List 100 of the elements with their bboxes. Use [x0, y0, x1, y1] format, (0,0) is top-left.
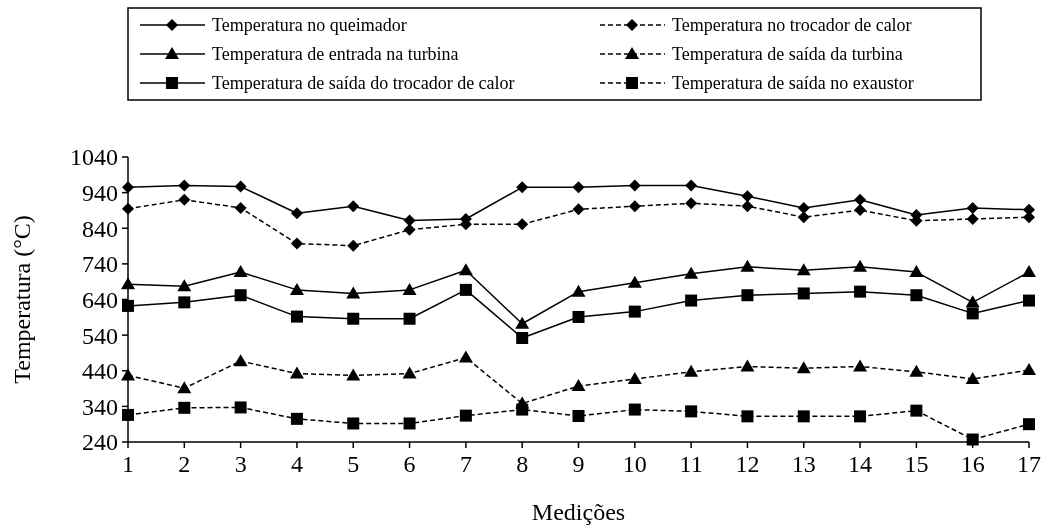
- point: [966, 212, 979, 225]
- point: [122, 202, 134, 215]
- y-tick-label: 740: [82, 251, 118, 278]
- x-tick-label: 16: [960, 451, 985, 477]
- point: [177, 279, 192, 292]
- legend-label: Temperatura de saída do trocador de calor: [212, 73, 515, 94]
- point: [572, 203, 585, 216]
- point: [628, 179, 641, 192]
- legend-label: Temperatura de saída no exaustor: [672, 73, 914, 94]
- point: [572, 181, 585, 194]
- point: [966, 201, 979, 214]
- point: [628, 403, 641, 416]
- point: [234, 401, 247, 414]
- point: [854, 204, 867, 217]
- point: [233, 354, 248, 367]
- point: [909, 364, 924, 377]
- legend-label: Temperatura de entrada na turbina: [212, 44, 459, 65]
- point: [797, 410, 810, 423]
- x-tick-label: 8: [516, 451, 529, 477]
- point: [965, 371, 980, 384]
- point: [516, 218, 529, 231]
- point: [178, 296, 191, 309]
- y-axis-title: Temperatura (°C): [9, 215, 35, 384]
- point: [684, 266, 699, 279]
- x-axis-title: Medições: [531, 499, 626, 525]
- point: [289, 366, 304, 379]
- x-tick-label: 14: [848, 451, 873, 477]
- point: [121, 368, 135, 381]
- point: [628, 200, 641, 213]
- point: [346, 286, 361, 299]
- point: [234, 201, 247, 214]
- point: [628, 305, 641, 318]
- point: [290, 310, 303, 323]
- point: [685, 294, 698, 307]
- x-tick-label: 15: [904, 451, 929, 477]
- point: [122, 299, 134, 312]
- y-tick-label: 640: [82, 286, 118, 313]
- point: [966, 433, 979, 446]
- point: [290, 207, 303, 220]
- point: [122, 408, 134, 421]
- x-tick-label: 2: [178, 451, 191, 477]
- point: [966, 307, 979, 320]
- point: [853, 359, 868, 372]
- point: [909, 265, 924, 278]
- point: [685, 405, 698, 418]
- point: [402, 366, 417, 379]
- point: [796, 361, 811, 374]
- x-tick-label: 9: [572, 451, 585, 477]
- point: [853, 259, 868, 272]
- legend-label: Temperatura no trocador de calor: [672, 15, 912, 36]
- x-tick-label: 1: [122, 451, 134, 477]
- y-tick-label: 540: [82, 322, 118, 349]
- point: [627, 371, 642, 384]
- point: [347, 200, 360, 213]
- point: [685, 179, 698, 192]
- point: [178, 179, 191, 192]
- x-tick-label: 17: [1017, 451, 1041, 477]
- point: [1023, 418, 1035, 431]
- point: [459, 409, 472, 422]
- y-tick-label: 340: [82, 393, 118, 420]
- point: [741, 289, 754, 302]
- point: [1022, 265, 1036, 278]
- point: [516, 403, 529, 416]
- point: [234, 289, 247, 302]
- x-tick-label: 5: [347, 451, 360, 477]
- point: [740, 359, 755, 372]
- point: [347, 312, 360, 325]
- x-tick-label: 10: [622, 451, 647, 477]
- point: [741, 190, 754, 203]
- point: [515, 316, 530, 329]
- point: [684, 364, 699, 377]
- point: [516, 181, 529, 194]
- point: [572, 409, 585, 422]
- point: [516, 331, 529, 344]
- point: [910, 289, 923, 302]
- point: [740, 259, 755, 272]
- x-tick-label: 13: [791, 451, 816, 477]
- point: [910, 404, 923, 417]
- x-tick-label: 7: [459, 451, 472, 477]
- point: [797, 211, 810, 224]
- y-tick-label: 440: [82, 358, 118, 385]
- point: [627, 275, 642, 288]
- point: [1023, 294, 1035, 307]
- point: [290, 237, 303, 250]
- y-tick-label: 940: [82, 180, 118, 207]
- point: [797, 287, 810, 300]
- point: [177, 381, 192, 394]
- point: [233, 265, 248, 278]
- x-tick-label: 12: [735, 451, 760, 477]
- point: [965, 295, 980, 308]
- point: [572, 310, 585, 323]
- x-tick-label: 11: [679, 451, 703, 477]
- legend-label: Temperatura de saída da turbina: [672, 44, 903, 65]
- x-tick-label: 3: [234, 451, 247, 477]
- point: [290, 412, 303, 425]
- x-tick-label: 6: [403, 451, 416, 477]
- point: [402, 282, 417, 295]
- point: [571, 379, 586, 392]
- point: [178, 193, 191, 206]
- point: [403, 417, 416, 430]
